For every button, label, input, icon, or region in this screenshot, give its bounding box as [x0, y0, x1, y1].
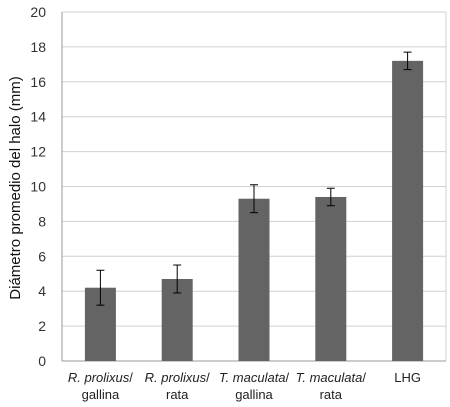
y-axis-ticks: 0 2 4 6 8 10 12 14 16 18 20 — [30, 4, 46, 369]
bars — [84, 60, 424, 362]
y-tick-label: 18 — [30, 39, 46, 55]
y-tick-label: 2 — [38, 318, 46, 334]
y-tick-label: 10 — [30, 179, 46, 195]
y-tick-label: 4 — [38, 283, 46, 299]
x-axis-categories: R. prolixus/gallina R. prolixus/rata T. ma… — [68, 370, 421, 402]
error-bars — [96, 51, 412, 306]
y-axis-label: Diámetro promedio del halo (mm) — [7, 76, 24, 299]
y-tick-label: 6 — [38, 248, 46, 264]
y-tick-label: 12 — [30, 144, 46, 160]
x-category-label: R. prolixus/ — [68, 370, 133, 385]
y-tick-label: 8 — [38, 213, 46, 229]
bar — [315, 196, 347, 361]
x-category-label: R. prolixus/ — [145, 370, 210, 385]
x-category-label-line2: rata — [320, 387, 343, 402]
x-category-label-line2: gallina — [82, 387, 120, 402]
y-tick-label: 0 — [38, 353, 46, 369]
x-category-label-line2: rata — [166, 387, 189, 402]
bar — [392, 60, 424, 362]
x-category-label: LHG — [394, 370, 421, 385]
y-tick-label: 16 — [30, 74, 46, 90]
x-category-label: T. maculata/ — [296, 370, 367, 385]
bar — [238, 198, 270, 361]
x-category-label-line2: gallina — [235, 387, 273, 402]
y-tick-label: 14 — [30, 109, 46, 125]
x-category-label: T. maculata/ — [219, 370, 290, 385]
y-tick-label: 20 — [30, 4, 46, 20]
